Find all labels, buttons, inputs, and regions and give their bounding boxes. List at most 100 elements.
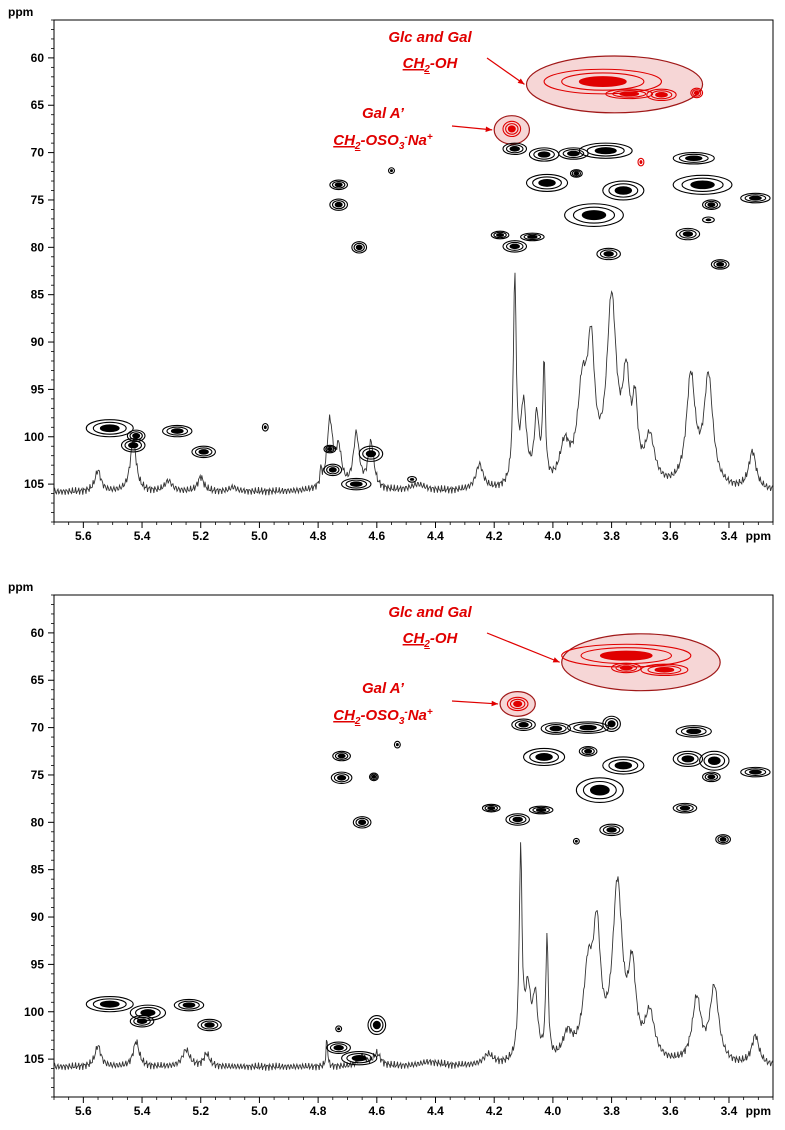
cross-peak-core [487, 806, 496, 811]
y-tick-label: 80 [31, 240, 45, 254]
cross-peak-outer [528, 805, 554, 815]
cross-peak [407, 475, 417, 483]
cross-peak-core [409, 477, 415, 481]
cross-peak-outer [575, 777, 624, 803]
cross-peak-core [182, 1002, 196, 1008]
highlight-peak-mid [692, 89, 702, 97]
cross-peak-core [594, 147, 617, 155]
cross-peak-outer [330, 771, 353, 785]
formula-part: CH [403, 55, 426, 72]
cross-peak [520, 232, 545, 242]
cross-peak-outer [490, 230, 510, 240]
cross-peak-outer [564, 203, 624, 228]
cross-peak-core [512, 816, 523, 823]
cross-peak-outer [740, 766, 771, 778]
cross-peak-core [496, 232, 505, 238]
x-tick-label: 5.0 [251, 1104, 268, 1118]
cross-peak-mid [370, 773, 378, 781]
cross-peak-mid [533, 149, 555, 160]
cross-peak [197, 1018, 222, 1032]
formula-part: Na [408, 132, 427, 149]
cross-peak-core [607, 720, 616, 728]
cross-peak-mid [704, 200, 719, 209]
annotation-formula-ch2oso3: CH2-OSO3-Na+ [333, 707, 433, 727]
cross-peak-outer [323, 463, 343, 477]
cross-peak [699, 750, 730, 771]
highlight-peak-mid [505, 123, 519, 135]
annotation-arrowhead-ch2oso3 [491, 700, 499, 707]
cross-peak [540, 722, 572, 735]
cross-peak-mid [370, 1017, 384, 1033]
x-tick-label: 4.8 [310, 529, 327, 543]
cross-peak-mid [679, 229, 697, 239]
x-tick-label: 4.0 [545, 1104, 562, 1118]
projection-trace [53, 842, 774, 1071]
annotation-label-ch2oso3: Gal A’ [362, 680, 405, 697]
cross-peak-outer [672, 802, 698, 814]
cross-peak [575, 777, 624, 803]
cross-peak-outer [672, 750, 704, 767]
y-tick-label: 70 [31, 146, 45, 160]
cross-peak-mid [514, 720, 533, 730]
formula-part: Na [408, 707, 427, 724]
cross-peak [599, 823, 624, 837]
cross-peak-outer [675, 725, 712, 738]
cross-peak [675, 227, 701, 241]
y-tick-label: 65 [31, 98, 45, 112]
cross-peak-mid [608, 758, 639, 773]
x-tick-label: 5.4 [134, 529, 151, 543]
cross-peak-outer [525, 173, 569, 192]
cross-peak-mid [717, 835, 729, 844]
annotation-arrow-ch2oh [486, 57, 525, 85]
cross-peak-core [535, 807, 547, 813]
cross-peak-outer [85, 419, 134, 438]
cross-peak [715, 834, 731, 845]
cross-peak-core [355, 244, 363, 251]
cross-peak-core [99, 1000, 120, 1008]
x-tick-label: 4.6 [368, 529, 385, 543]
cross-peak-outer [740, 192, 771, 204]
x-axis-label: ppm [746, 1104, 771, 1118]
cross-peak [578, 745, 598, 757]
cross-peak-outer [352, 816, 372, 829]
cross-peak-outer [341, 477, 372, 491]
cross-peak [120, 438, 146, 453]
cross-peak-mid [331, 180, 346, 189]
cross-peak-mid [194, 447, 213, 457]
cross-peak-mid [677, 753, 699, 765]
cross-peak-outer [540, 722, 572, 735]
cross-peak-mid [678, 153, 709, 163]
highlight-peak-core [619, 91, 640, 97]
highlight-peak-core [599, 650, 653, 661]
cross-peak [569, 169, 583, 178]
cross-peak-core [686, 728, 702, 735]
cross-peak [335, 1025, 343, 1033]
cross-peak-mid [571, 170, 582, 177]
cross-peak-mid [508, 814, 527, 825]
cross-peak-core [365, 450, 377, 458]
cross-peak [323, 444, 337, 454]
cross-peak [502, 240, 528, 253]
cross-peak [341, 477, 372, 491]
formula-part: CH [403, 630, 426, 647]
y-tick-label: 70 [31, 721, 45, 735]
cross-peak-outer [368, 772, 379, 782]
highlight-peak [506, 696, 529, 712]
highlight-peak-mid [615, 664, 638, 672]
y-tick-label: 85 [31, 288, 45, 302]
cross-peak-core [334, 201, 343, 208]
cross-peak [702, 771, 721, 783]
cross-peak-core [509, 243, 520, 250]
formula-sup: + [427, 707, 433, 718]
cross-peak-core [132, 433, 141, 439]
cross-peak-outer [602, 756, 645, 775]
y-tick-label: 75 [31, 768, 45, 782]
highlight-peak-mid [612, 90, 647, 98]
x-tick-label: 5.6 [75, 529, 92, 543]
cross-peak [702, 199, 721, 210]
cross-peak-mid [334, 752, 349, 760]
formula-sup: - [404, 707, 408, 718]
x-tick-label: 3.4 [721, 529, 738, 543]
cross-peak-outer [502, 240, 528, 253]
